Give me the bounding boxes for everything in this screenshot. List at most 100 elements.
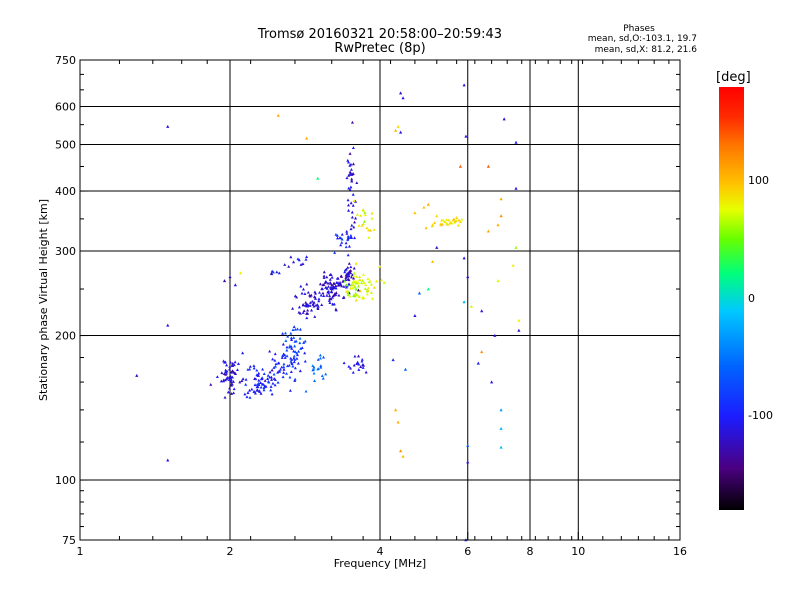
cloud-point	[223, 360, 227, 364]
cloud-point	[290, 361, 294, 365]
cloud-point	[232, 387, 236, 391]
data-point	[276, 113, 280, 117]
cloud-point	[348, 163, 352, 167]
cloud-point	[353, 220, 357, 224]
cloud-point	[350, 223, 354, 227]
data-point	[399, 91, 403, 95]
cloud-point	[345, 229, 349, 233]
cloud-point	[371, 296, 375, 300]
phases-title: Phases	[623, 24, 655, 34]
cloud-point	[255, 368, 259, 372]
cloud-point	[349, 265, 353, 269]
data-point	[413, 211, 417, 215]
cloud-point	[346, 253, 350, 257]
data-point	[430, 223, 435, 227]
cloud-point	[355, 361, 359, 364]
cloud-point	[353, 284, 357, 288]
cloud-point	[304, 257, 308, 261]
x-axis-label: Frequency [MHz]	[334, 557, 426, 570]
cloud-point	[295, 351, 299, 355]
cloud-point	[346, 234, 350, 238]
cloud-point	[290, 358, 294, 361]
grid	[80, 60, 680, 540]
cloud-point	[372, 285, 376, 289]
cloud-point	[350, 177, 354, 181]
cloud-point	[351, 146, 355, 150]
colorbar-tick-label: 0	[748, 291, 755, 305]
cloud-point	[335, 276, 339, 280]
phases-x-stats: mean, sd,X: 81.2, 21.6	[594, 45, 697, 55]
cloud-point	[343, 279, 347, 283]
x-tick-label: 4	[377, 545, 384, 558]
cloud-point	[263, 384, 267, 388]
cloud-point	[452, 217, 456, 221]
cloud-point	[248, 395, 252, 399]
cloud-point	[302, 309, 306, 313]
data-point	[228, 275, 232, 279]
cloud-point	[325, 293, 329, 297]
cloud-point	[224, 372, 228, 376]
cloud-point	[335, 233, 339, 237]
data-point	[424, 226, 428, 230]
data-point	[480, 309, 484, 313]
cloud-point	[259, 385, 263, 389]
cloud-point	[293, 366, 297, 370]
cloud-point	[351, 162, 355, 166]
cloud-point	[228, 364, 232, 368]
cloud-point	[300, 346, 304, 350]
cloud-point	[320, 287, 324, 291]
cloud-point	[252, 390, 256, 393]
cloud-point	[262, 372, 266, 376]
data-point	[135, 373, 139, 377]
cloud-point	[292, 325, 296, 328]
cloud-point	[343, 270, 347, 274]
cloud-point	[276, 370, 280, 374]
cloud-point	[350, 210, 354, 214]
cloud-point	[273, 364, 277, 368]
cloud-point	[333, 251, 337, 254]
cloud-point	[352, 363, 356, 367]
data-point	[462, 256, 466, 260]
cloud-point	[349, 275, 353, 279]
cloud-point	[339, 243, 343, 247]
cloud-point	[230, 369, 234, 373]
cloud-point	[228, 367, 232, 371]
cloud-point	[347, 208, 351, 212]
cloud-point	[285, 348, 289, 352]
cloud-point	[232, 391, 236, 395]
cloud-point	[460, 217, 464, 221]
data-point	[464, 134, 468, 138]
cloud-point	[369, 282, 373, 286]
cloud-point	[359, 365, 363, 369]
cloud-point	[347, 261, 351, 265]
data-point	[426, 287, 430, 291]
cloud-point	[290, 338, 294, 342]
y-axis: 75 100 200 300 400 500 600 750	[55, 54, 680, 547]
cloud-point	[356, 288, 360, 292]
cloud-point	[365, 226, 369, 230]
cloud-point	[314, 303, 318, 307]
cloud-point	[209, 382, 213, 386]
cloud-point	[273, 352, 277, 356]
cloud-point	[253, 383, 257, 387]
cloud-point	[310, 299, 314, 303]
cloud-point	[323, 281, 327, 284]
cloud-point	[288, 388, 292, 392]
cloud-point	[215, 375, 219, 379]
cloud-point	[339, 236, 343, 240]
cloud-point	[357, 354, 361, 358]
cloud-point	[356, 281, 360, 285]
cloud-point	[287, 363, 291, 367]
cloud-point	[276, 361, 280, 365]
cloud-point	[337, 293, 341, 297]
cloud-point	[293, 294, 297, 298]
data-point	[514, 140, 518, 144]
cloud-point	[360, 281, 364, 285]
cloud-point	[353, 236, 357, 240]
data-point	[166, 458, 170, 462]
data-point	[305, 136, 309, 140]
cloud-point	[346, 265, 350, 269]
data-points	[135, 83, 521, 542]
cloud-point	[270, 368, 274, 372]
cloud-point	[241, 351, 245, 355]
